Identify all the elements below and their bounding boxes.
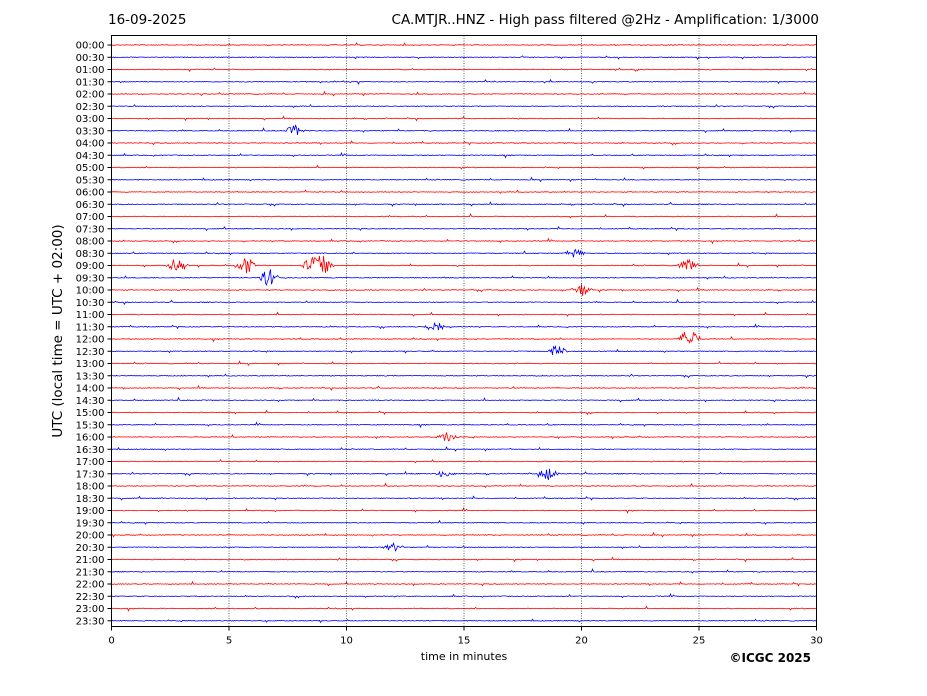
y-tick-label: 23:30: [76, 616, 105, 627]
y-tick-label: 00:30: [76, 53, 105, 64]
y-tick-label: 11:30: [76, 322, 105, 333]
y-tick-label: 16:30: [76, 445, 105, 456]
trace-1530: [111, 421, 817, 429]
trace-2000: [111, 531, 817, 538]
chart-title: CA.MTJR..HNZ - High pass filtered @2Hz -…: [391, 12, 819, 28]
y-tick-label: 04:30: [76, 151, 105, 162]
x-tick-label: 30: [810, 636, 823, 647]
y-tick-label: 12:30: [76, 347, 105, 358]
trace-0630: [111, 201, 817, 208]
y-tick-label: 21:00: [76, 555, 105, 566]
y-tick-label: 13:30: [76, 371, 105, 382]
y-tick-label: 10:30: [76, 298, 105, 309]
y-tick-label: 23:00: [76, 604, 105, 615]
trace-1600: [111, 432, 817, 442]
y-tick-label: 05:00: [76, 163, 105, 174]
x-tick-label: 15: [458, 636, 471, 647]
y-tick-label: 19:00: [76, 506, 105, 517]
trace-0930: [111, 269, 817, 286]
trace-1100: [111, 311, 817, 317]
trace-0530: [111, 176, 817, 183]
y-tick-label: 11:00: [76, 310, 105, 321]
trace-2130: [111, 568, 817, 574]
y-tick-label: 20:30: [76, 543, 105, 554]
trace-layer: [111, 42, 817, 624]
x-tick-label: 10: [340, 636, 353, 647]
trace-1900: [111, 507, 817, 514]
trace-2030: [111, 541, 817, 552]
y-tick-label: 17:30: [76, 469, 105, 480]
y-tick-label: 04:00: [76, 139, 105, 150]
y-tick-label: 06:30: [76, 200, 105, 211]
y-tick-label: 07:00: [76, 212, 105, 223]
x-axis-label: time in minutes: [421, 650, 508, 663]
trace-1030: [111, 298, 817, 306]
y-tick-label: 02:30: [76, 102, 105, 113]
trace-1630: [111, 445, 817, 452]
y-tick-label: 01:30: [76, 77, 105, 88]
trace-0600: [111, 189, 817, 194]
y-tick-label: 00:00: [76, 41, 105, 52]
y-tick-label: 03:30: [76, 126, 105, 137]
y-tick-label: 22:00: [76, 580, 105, 591]
y-tick-label: 12:00: [76, 335, 105, 346]
x-tick-label: 20: [575, 636, 588, 647]
x-tick-label: 0: [108, 636, 114, 647]
trace-0500: [111, 164, 817, 171]
y-tick-label: 03:00: [76, 114, 105, 125]
y-tick-label: 10:00: [76, 286, 105, 297]
y-tick-label: 06:00: [76, 188, 105, 199]
y-tick-label: 09:30: [76, 273, 105, 284]
y-tick-label: 15:30: [76, 420, 105, 431]
x-tick-label: 25: [693, 636, 706, 647]
y-tick-label: 08:00: [76, 237, 105, 248]
y-tick-label: 14:00: [76, 384, 105, 395]
y-tick-label: 16:00: [76, 433, 105, 444]
trace-0000: [111, 42, 817, 47]
trace-0430: [111, 151, 817, 159]
y-tick-label: 07:30: [76, 224, 105, 235]
y-tick-label: 17:00: [76, 457, 105, 468]
y-tick-label: 21:30: [76, 567, 105, 578]
y-tick-label: 08:30: [76, 249, 105, 260]
y-tick-label: 18:30: [76, 494, 105, 505]
trace-1130: [111, 322, 817, 331]
y-tick-label: 05:30: [76, 175, 105, 186]
x-axis: 0 5 10 15 20 25 30: [108, 626, 823, 647]
trace-1930: [111, 519, 817, 525]
trace-0100: [111, 67, 817, 73]
y-tick-label: 14:30: [76, 396, 105, 407]
y-tick-label: 19:30: [76, 518, 105, 529]
trace-0030: [111, 55, 817, 61]
y-tick-label: 15:00: [76, 408, 105, 419]
y-tick-label: 20:00: [76, 531, 105, 542]
trace-1000: [111, 284, 817, 296]
y-tick-label: 09:00: [76, 261, 105, 272]
y-tick-label: 22:30: [76, 592, 105, 603]
copyright-notice: ©ICGC 2025: [729, 651, 811, 665]
y-tick-label: 18:00: [76, 482, 105, 493]
y-tick-label: 01:00: [76, 65, 105, 76]
grid-layer: [228, 35, 700, 627]
trace-2100: [111, 556, 817, 563]
trace-0900: [111, 255, 817, 274]
y-tick-label: 13:00: [76, 359, 105, 370]
trace-0700: [111, 212, 817, 219]
x-tick-label: 5: [226, 636, 232, 647]
trace-1500: [111, 409, 817, 416]
trace-0400: [111, 140, 817, 146]
y-tick-label: 02:00: [76, 90, 105, 101]
chart-date: 16-09-2025: [108, 12, 187, 28]
trace-1800: [111, 482, 817, 488]
y-axis-label: UTC (local time = UTC + 02:00): [50, 224, 66, 437]
